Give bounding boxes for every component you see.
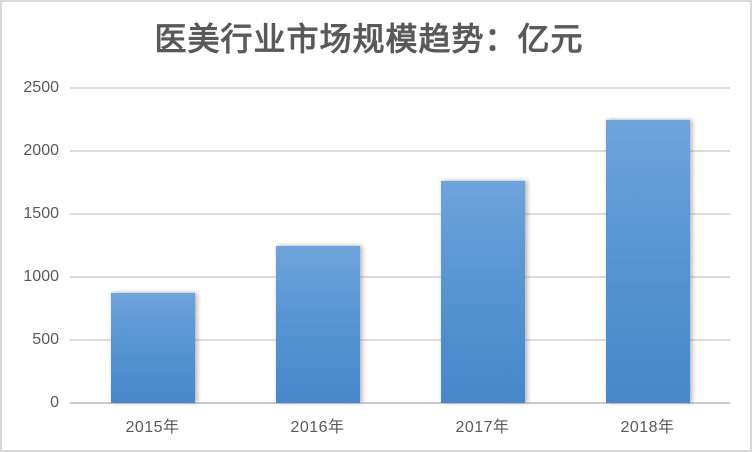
x-axis: 2015年 2016年 2017年 2018年 [70,413,730,437]
y-tick-label: 2000 [23,142,59,159]
gridline [70,213,730,215]
bar-2016年 [275,245,360,403]
chart-title: 医美行业市场规模趋势：亿元 [154,20,584,58]
bar-2018年 [605,120,690,403]
gridline [70,339,730,341]
bar-2017年 [440,181,525,403]
gridline [70,150,730,152]
y-axis: 0 500 1000 1500 2000 2500 [2,79,59,411]
x-tick-label: 2018年 [620,419,675,436]
x-axis-baseline [70,402,730,404]
x-tick-label: 2016年 [290,419,345,436]
plot-area [70,87,730,404]
y-tick-label: 1000 [23,268,59,285]
gridline [70,87,730,89]
x-tick-label: 2017年 [455,419,510,436]
gridline [70,276,730,278]
y-tick-label: 2500 [23,79,59,96]
y-tick-label: 500 [32,331,59,348]
x-tick-label: 2015年 [125,419,180,436]
y-tick-label: 0 [50,394,59,411]
y-tick-label: 1500 [23,205,59,222]
bar-2015年 [110,293,195,403]
